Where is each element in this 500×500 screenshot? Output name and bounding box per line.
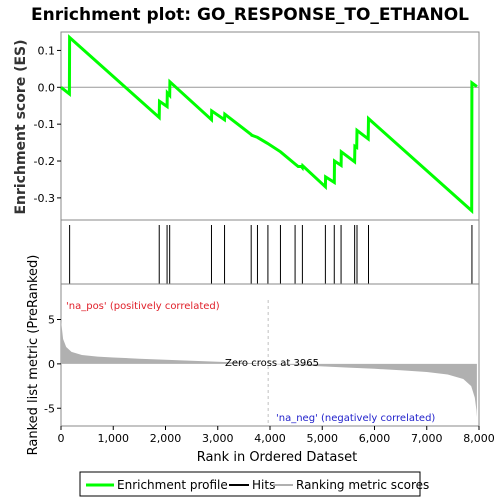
enrichment-profile-line: [60, 34, 478, 215]
hits-marks: [69, 225, 473, 284]
x-tick-label: 6,000: [359, 432, 391, 445]
chart-title: Enrichment plot: GO_RESPONSE_TO_ETHANOL: [31, 5, 469, 25]
x-axis: 0 1,000 2,000 3,000 4,000 5,000 6,000 7,000 8,00…: [58, 426, 495, 445]
neg-annotation: 'na_neg' (negatively correlated): [276, 413, 435, 424]
metric-axis: 5 0 -5: [44, 314, 61, 415]
metric-tick-label: -5: [44, 402, 55, 415]
legend-hits-label: Hits: [252, 478, 275, 492]
x-tick-label: 7,000: [411, 432, 443, 445]
hits-panel: [60, 219, 480, 285]
x-axis-label: Rank in Ordered Dataset: [197, 450, 358, 465]
legend: Enrichment profile Hits Ranking metric s…: [79, 471, 429, 497]
pos-annotation: 'na_pos' (positively correlated): [66, 301, 220, 312]
es-tick-label: 0.0: [38, 81, 56, 94]
metric-ylabel: Ranked list metric (PreRanked): [26, 255, 41, 456]
x-tick-label: 0: [58, 432, 65, 445]
metric-tick-label: 5: [48, 314, 55, 327]
legend-metric-label: Ranking metric scores: [296, 478, 429, 492]
metric-panel: [60, 283, 480, 427]
x-tick-label: 4,000: [254, 432, 286, 445]
legend-profile-label: Enrichment profile: [117, 478, 228, 492]
es-tick-label: -0.3: [34, 192, 55, 205]
x-tick-label: 2,000: [150, 432, 182, 445]
es-tick-label: -0.1: [34, 118, 55, 131]
es-ylabel: Enrichment score (ES): [13, 39, 29, 214]
x-tick-label: 8,000: [463, 432, 495, 445]
x-tick-label: 1,000: [98, 432, 130, 445]
es-panel: [60, 31, 480, 221]
ranking-metric-area: [61, 320, 477, 418]
zero-cross-annotation: Zero cross at 3965: [225, 358, 319, 369]
es-tick-label: 0.1: [38, 44, 56, 57]
x-tick-label: 5,000: [307, 432, 339, 445]
es-tick-label: -0.2: [34, 155, 55, 168]
es-axis: 0.1 0.0 -0.1 -0.2 -0.3: [34, 44, 61, 205]
x-tick-label: 3,000: [202, 432, 234, 445]
legend-box: [79, 471, 421, 497]
metric-tick-label: 0: [48, 358, 55, 371]
